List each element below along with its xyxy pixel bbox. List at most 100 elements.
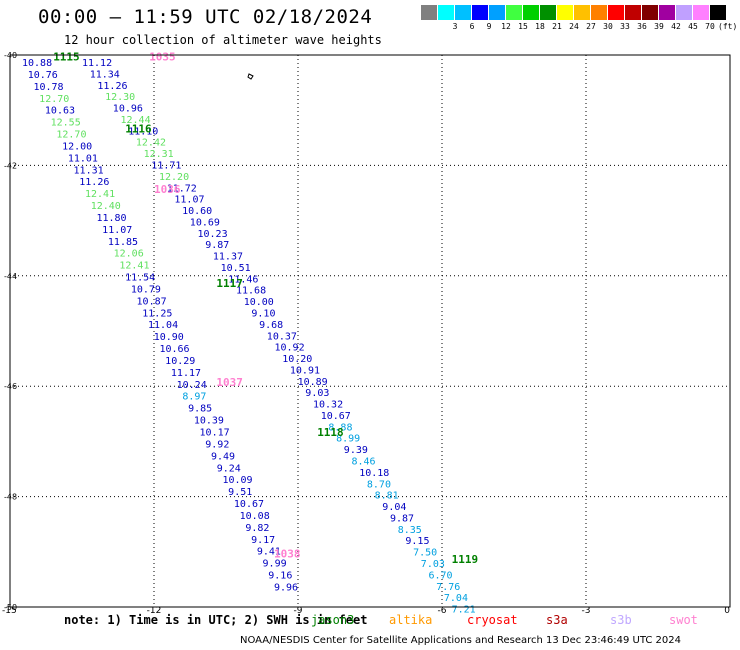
satellite-label: s3a	[546, 613, 568, 627]
legend-label: 12	[501, 22, 511, 31]
swh-value: 11.12	[82, 58, 112, 69]
legend-label: 30	[603, 22, 613, 31]
swh-value: 7.21	[452, 605, 476, 616]
swh-value: 8.35	[398, 525, 422, 536]
swh-value: 10.87	[137, 296, 167, 307]
swh-value: 12.41	[85, 189, 115, 200]
satellite-label: altika	[389, 613, 433, 627]
map-axes: -40 -42 -44 -46 -48 -50-15 -12 -9 -6 -3 0	[2, 51, 731, 616]
swh-value: 12.70	[39, 94, 69, 105]
island-outline	[247, 73, 254, 80]
legend-swatch	[574, 5, 591, 20]
swh-value: 9.17	[251, 535, 275, 546]
swh-value: 9.49	[211, 451, 235, 462]
swh-value: 8.97	[182, 392, 206, 403]
lat-tick-label: -46	[4, 382, 17, 391]
swh-value: 10.76	[28, 70, 58, 81]
swh-value: 10.88	[22, 58, 52, 69]
swh-value: 10.09	[222, 475, 252, 486]
pass-number: 1037	[216, 376, 243, 389]
legend-unit: (ft)	[718, 22, 738, 31]
swh-value: 11.17	[171, 368, 201, 379]
swh-value: 10.29	[165, 356, 195, 367]
swh-value: 11.07	[102, 225, 132, 236]
swh-value: 9.04	[382, 502, 406, 513]
legend-label: 21	[552, 22, 562, 31]
legend-swatch	[489, 5, 506, 20]
altimeter-tracks: 10.8810.7610.7812.7010.6312.5512.7012.00…	[22, 58, 476, 615]
swh-value: 10.79	[131, 284, 161, 295]
swh-value: 12.41	[119, 261, 149, 272]
note-text: note: 1) Time is in UTC; 2) SWH is in fe…	[64, 613, 368, 627]
swh-value: 9.51	[228, 487, 252, 498]
swh-value: 11.26	[97, 81, 127, 92]
swh-value: 10.92	[275, 343, 305, 354]
legend-label: 45	[688, 22, 698, 31]
swh-value: 11.46	[228, 274, 258, 285]
legend-label: 3	[452, 22, 458, 31]
swh-value: 11.85	[108, 237, 138, 248]
swh-value: 8.99	[336, 434, 360, 445]
swh-value: 11.04	[148, 320, 178, 331]
swh-value: 10.51	[221, 263, 251, 274]
swh-value: 11.07	[174, 195, 204, 206]
swh-value: 10.37	[267, 331, 297, 342]
swh-value: 12.70	[56, 130, 86, 141]
pass-number: 1035	[149, 51, 176, 64]
swh-value: 7.04	[444, 593, 468, 604]
legend-label: 36	[637, 22, 647, 31]
legend-swatch	[625, 5, 642, 20]
map-grid	[9, 54, 731, 608]
legend-swatch	[608, 5, 625, 20]
swh-value: 10.90	[154, 332, 184, 343]
legend-label: 6	[469, 22, 475, 31]
swh-value: 9.82	[245, 523, 269, 534]
lon-tick-label: -6	[438, 606, 447, 616]
swh-value: 10.24	[177, 380, 207, 391]
swh-value: 7.76	[436, 582, 460, 593]
swh-value: 8.88	[328, 422, 352, 433]
swh-value: 10.69	[190, 217, 220, 228]
legend-label: 70	[705, 22, 715, 31]
swh-value: 11.31	[74, 165, 104, 176]
swh-value: 9.41	[257, 547, 281, 558]
lon-tick-label: 0	[724, 606, 730, 616]
swh-value: 12.31	[144, 149, 174, 160]
satellite-label: jason3	[311, 613, 355, 627]
swh-value: 12.20	[159, 172, 189, 183]
lon-tick-label: -15	[2, 606, 17, 616]
swh-value: 9.15	[405, 536, 429, 547]
legend-swatch	[710, 5, 727, 20]
swh-value: 9.68	[259, 320, 283, 331]
pass-number: 1119	[452, 553, 479, 566]
legend-swatch	[455, 5, 472, 20]
legend-swatch	[523, 5, 540, 20]
swh-value: 11.34	[90, 69, 120, 80]
swh-value: 12.44	[121, 115, 151, 126]
swh-value: 10.18	[359, 468, 389, 479]
satellite-label: cryosat	[467, 613, 518, 627]
legend-label: 39	[654, 22, 664, 31]
lat-tick-label: -40	[4, 51, 17, 60]
pass-labels: 1115 1035 1116 1036 1117 1037 1118 1038 1119	[53, 51, 478, 566]
swh-value: 10.60	[182, 206, 212, 217]
legend-label: 18	[535, 22, 545, 31]
swh-value: 11.37	[213, 252, 243, 263]
swh-value: 10.63	[45, 106, 75, 117]
legend-swatch	[506, 5, 523, 20]
swh-value: 9.24	[217, 463, 241, 474]
legend-swatch	[693, 5, 710, 20]
swh-value: 11.71	[151, 161, 181, 172]
swh-value: 7.50	[413, 548, 437, 559]
swh-value: 12.40	[91, 201, 121, 212]
map-frame	[9, 54, 731, 608]
legend-swatch	[642, 5, 659, 20]
swh-value: 10.23	[198, 229, 228, 240]
legend-label: 42	[671, 22, 681, 31]
swh-value: 9.92	[205, 439, 229, 450]
swh-value: 6.70	[429, 570, 453, 581]
legend-swatch	[591, 5, 608, 20]
lon-tick-label: -12	[147, 606, 162, 616]
swh-value: 9.96	[274, 582, 298, 593]
